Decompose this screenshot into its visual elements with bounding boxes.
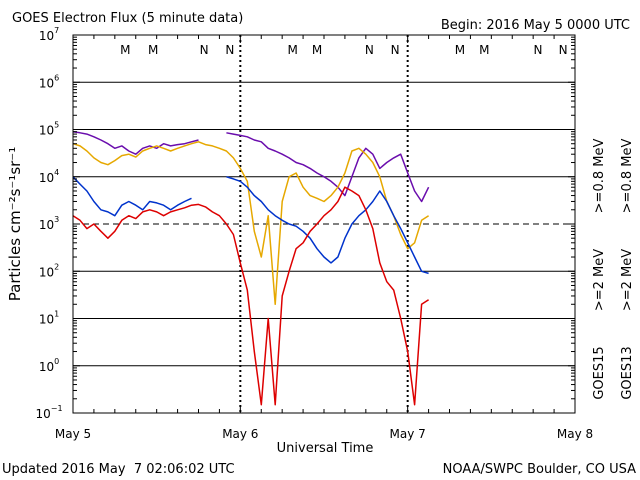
eclipse-marker: N [534,43,543,57]
legend: >=0.8 MeV >=0.8 MeV >=2 MeV >=2 MeV GOES15 GO… [592,139,635,400]
eclipse-marker: M [120,43,130,57]
y-tick-label: 107 [39,26,59,43]
series-line [226,132,430,203]
eclipse-marker: M [287,43,297,57]
y-tick-label: 105 [39,121,59,138]
series-goes13-0-8-mev [72,141,430,306]
updated-timestamp: Updated 2016 May 7 02:06:02 UTC [2,462,235,477]
series-line [72,186,430,406]
chart-title: GOES Electron Flux (5 minute data) [12,11,243,26]
y-tick-label: 10−1 [35,404,62,421]
y-tick-label: 106 [39,73,59,90]
legend-goes13-0p8mev: >=0.8 MeV [620,139,635,214]
eclipse-marker: M [455,43,465,57]
x-tick-label: May 8 [557,427,593,441]
eclipse-marker: M [148,43,158,57]
credit-label: NOAA/SWPC Boulder, CO USA [443,462,636,477]
series-line [72,141,430,306]
x-tick-label: May 7 [390,427,426,441]
horizontal-grid [73,81,575,367]
y-axis-ticks: 10−1 100 101 102 103 104 105 106 107 [35,26,575,421]
legend-goes13-2mev: >=2 MeV [620,249,635,311]
series-lines [72,130,430,406]
series-goes13-2-mev [72,186,430,406]
series-goes15-0-8-mev [72,130,430,203]
legend-goes15-label: GOES15 [592,346,607,399]
x-tick-label: May 5 [55,427,91,441]
eclipse-marker: N [200,43,209,57]
y-tick-label: 101 [39,310,59,327]
y-tick-label: 103 [39,215,59,232]
eclipse-marker: M [479,43,489,57]
begin-label: Begin: 2016 May 5 0000 UTC [441,18,630,33]
series-line [72,130,199,155]
eclipse-marker: N [365,43,374,57]
y-tick-label: 104 [39,168,59,185]
legend-goes15-2mev: >=2 MeV [592,249,607,311]
eclipse-marker: N [391,43,400,57]
eclipse-marker: M [312,43,322,57]
series-goes15-2-mev [72,176,429,275]
x-axis-label: Universal Time [277,441,374,456]
series-line [72,176,192,217]
eclipse-marker: N [225,43,234,57]
series-line [226,176,429,275]
x-tick-label: May 6 [222,427,258,441]
y-axis-label: Particles cm⁻²s⁻¹sr⁻¹ [6,147,24,301]
y-tick-label: 100 [39,357,59,374]
legend-goes13-label: GOES13 [620,346,635,399]
legend-goes15-0p8mev: >=0.8 MeV [592,139,607,214]
x-axis-ticks: May 5 May 6 May 7 May 8 [55,35,593,441]
y-tick-label: 102 [39,262,59,279]
eclipse-marker: N [559,43,568,57]
